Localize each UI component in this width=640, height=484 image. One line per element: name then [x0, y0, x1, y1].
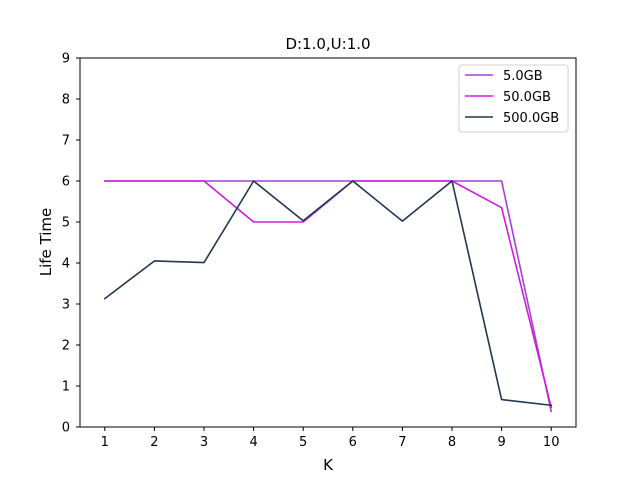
x-tick-label: 4 [249, 435, 257, 450]
y-tick-label: 7 [62, 134, 70, 149]
y-tick-label: 3 [62, 298, 70, 313]
y-tick-label: 8 [62, 93, 70, 108]
y-tick-label: 2 [62, 339, 70, 354]
x-tick-label: 10 [543, 435, 560, 450]
x-tick-label: 3 [200, 435, 208, 450]
x-tick-label: 2 [150, 435, 158, 450]
legend-label: 500.0GB [503, 111, 559, 126]
x-axis-label: K [323, 456, 334, 474]
legend-label: 5.0GB [503, 69, 543, 84]
y-tick-label: 6 [62, 175, 70, 190]
x-tick-label: 5 [299, 435, 307, 450]
legend: 5.0GB 50.0GB 500.0GB [459, 65, 568, 132]
x-tick-label: 1 [101, 435, 109, 450]
y-axis-label: Life Time [37, 208, 55, 277]
y-tick-label: 9 [62, 52, 70, 67]
y-tick-label: 1 [62, 380, 70, 395]
y-tick-label: 4 [62, 257, 70, 272]
x-tick-label: 9 [497, 435, 505, 450]
chart-title: D:1.0,U:1.0 [285, 35, 370, 53]
legend-label: 50.0GB [503, 90, 551, 105]
y-tick-label: 5 [62, 216, 70, 231]
x-tick-label: 8 [448, 435, 456, 450]
y-tick-label: 0 [62, 421, 70, 436]
x-tick-label: 6 [349, 435, 357, 450]
x-tick-label: 7 [398, 435, 406, 450]
